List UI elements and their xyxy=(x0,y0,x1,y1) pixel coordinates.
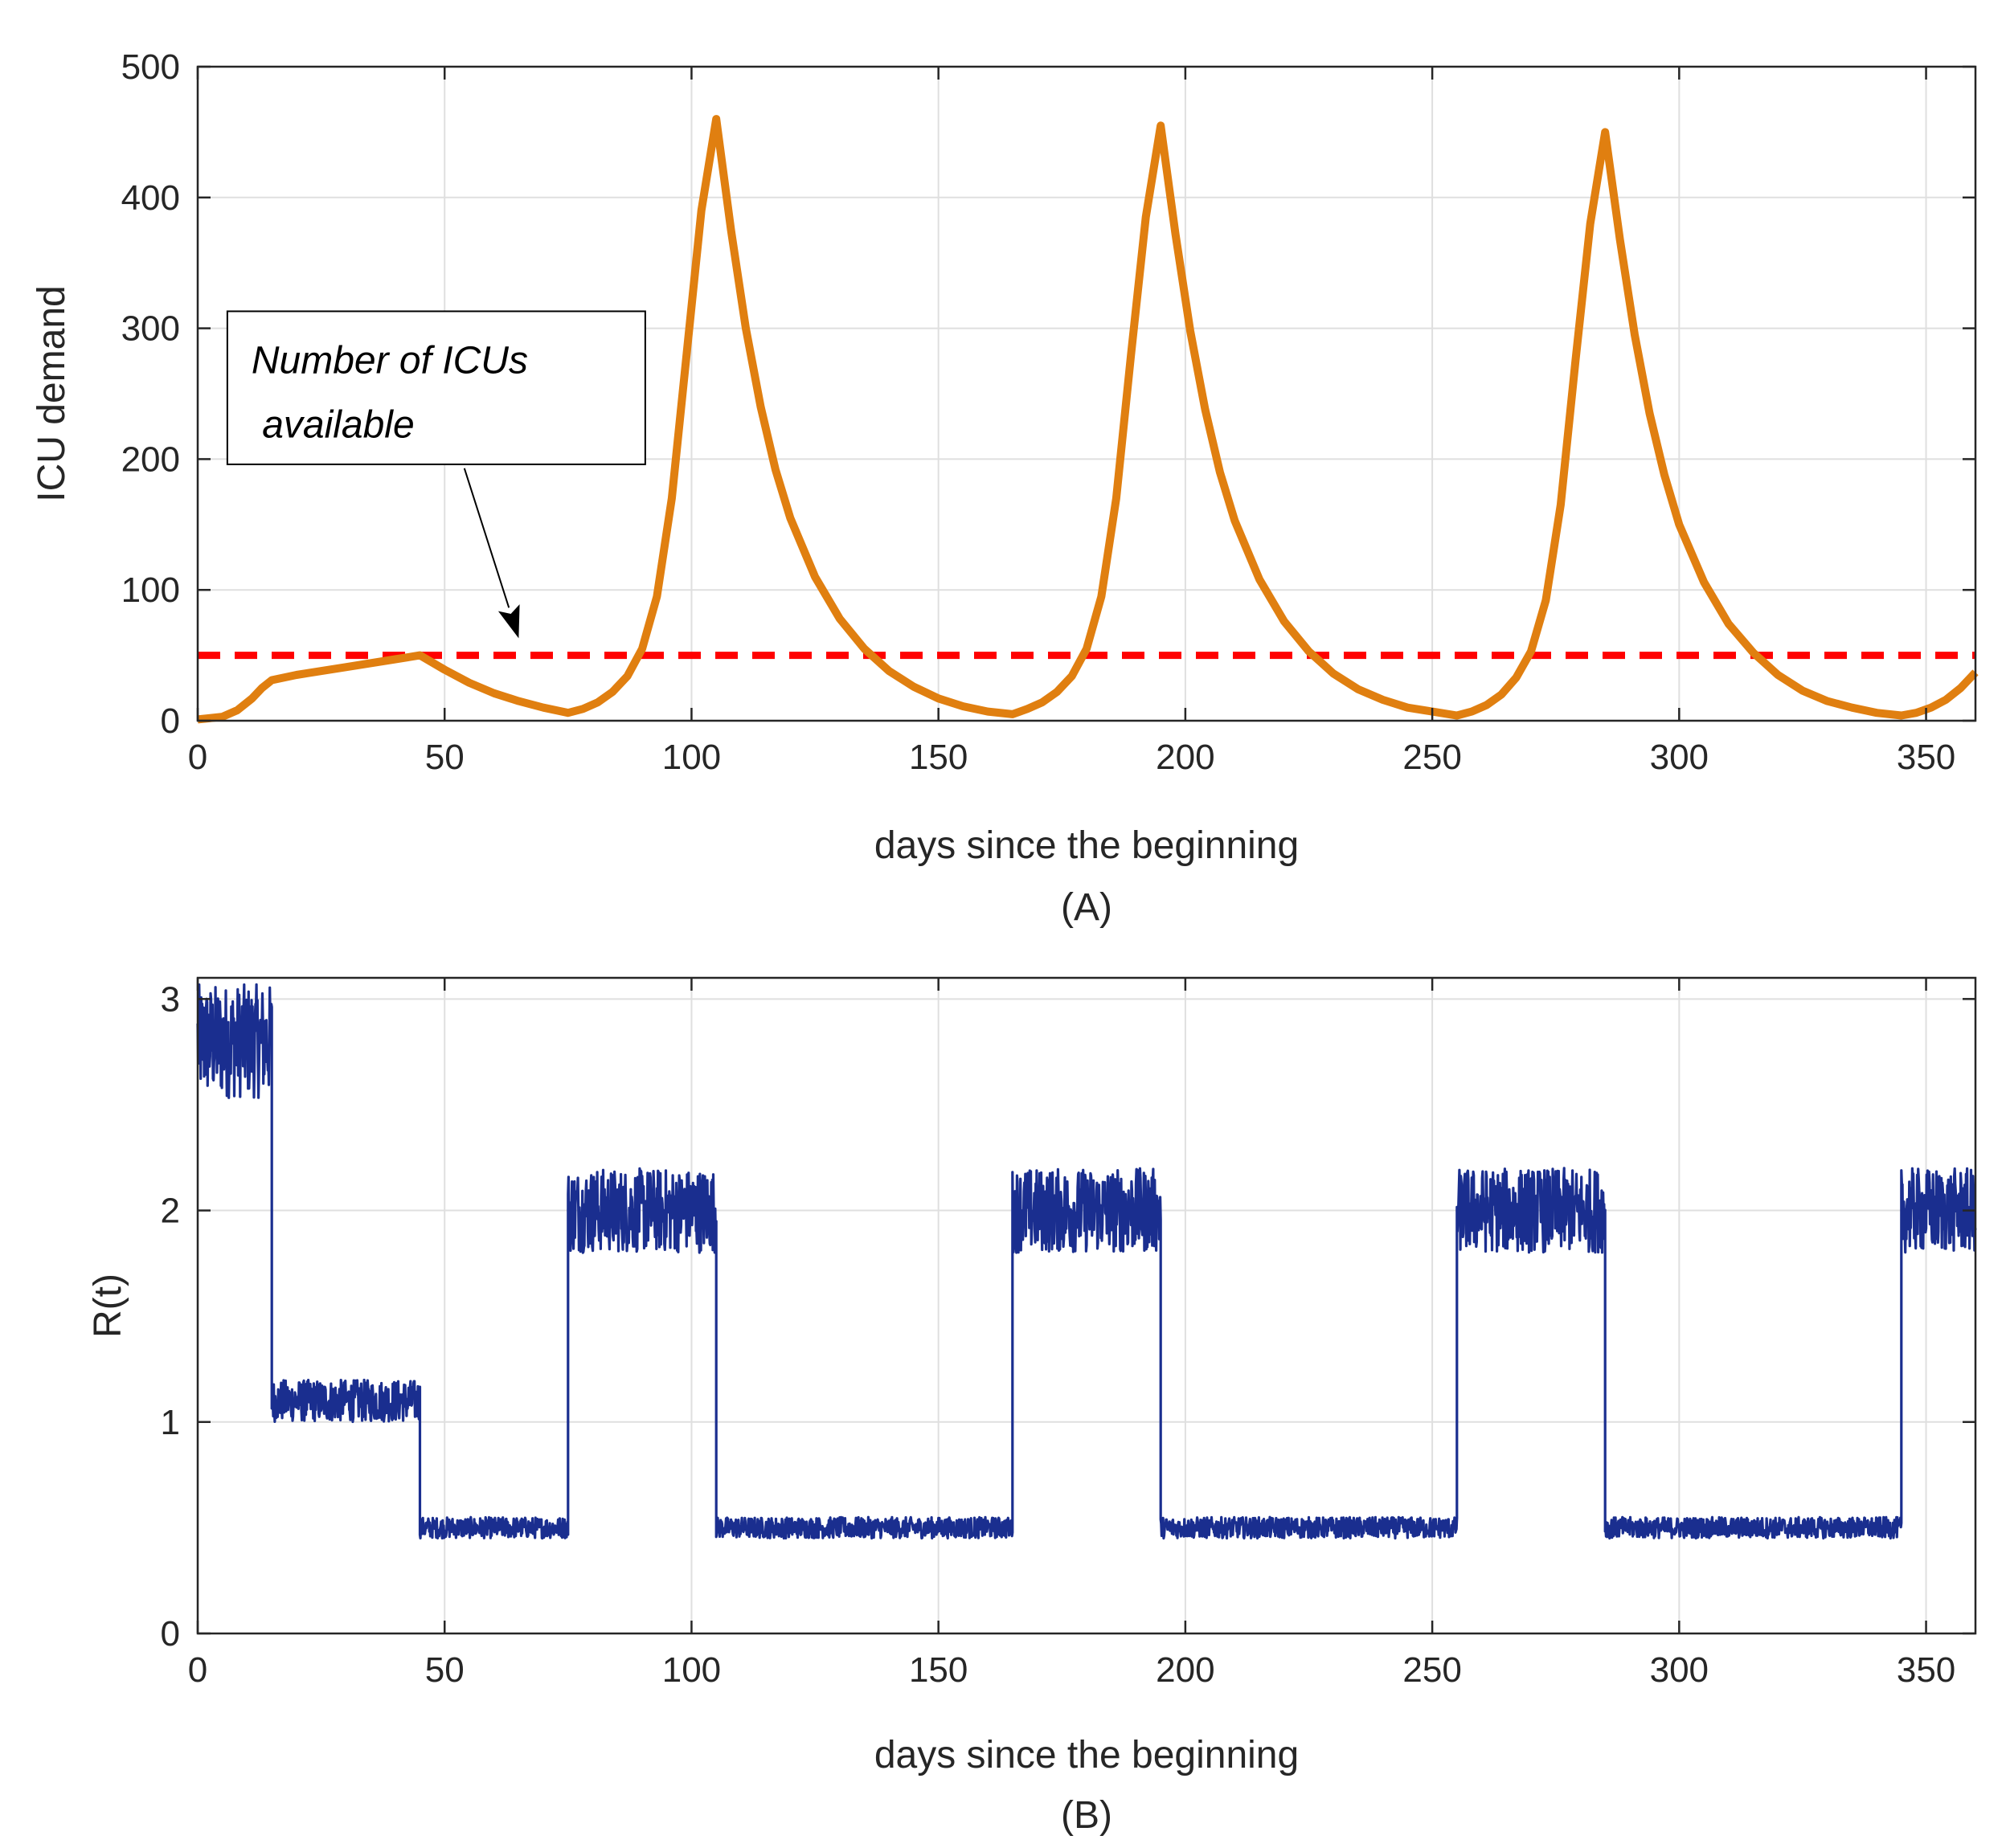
y-tick-label: 0 xyxy=(161,701,180,741)
x-axis-label-a: days since the beginning xyxy=(874,824,1299,867)
y-tick-label: 1 xyxy=(161,1403,180,1442)
y-axis-label-a: ICU demand xyxy=(31,285,73,501)
x-axis-label-b: days since the beginning xyxy=(874,1734,1299,1776)
x-tick-label: 250 xyxy=(1402,738,1461,777)
x-tick-label: 350 xyxy=(1897,738,1955,777)
series-b xyxy=(196,983,1977,1540)
annotation-box xyxy=(226,310,646,465)
annotation-icu-available: Number of ICUs available xyxy=(226,310,646,639)
grid-a xyxy=(198,67,1975,721)
panel-a: 0 50 100 150 200 250 300 350 0 100 200 300 400 500 da… xyxy=(31,47,1979,929)
y-axis-label-b: R(t) xyxy=(87,1274,129,1338)
x-tick-label: 100 xyxy=(662,738,721,777)
x-tick-label: 200 xyxy=(1156,738,1214,777)
annotation-arrow-head xyxy=(497,604,520,639)
x-tick-label: 250 xyxy=(1402,1650,1461,1690)
x-tick-label: 0 xyxy=(188,738,207,777)
x-tick-label: 100 xyxy=(662,1650,721,1690)
x-tick-label: 350 xyxy=(1897,1650,1955,1690)
annotation-arrow-line xyxy=(463,468,510,608)
x-tick-label: 300 xyxy=(1650,1650,1709,1690)
icu-demand-line xyxy=(197,115,1979,724)
axis-box-b xyxy=(196,976,1977,1635)
axis-box-a xyxy=(196,65,1977,722)
y-tick-label: 400 xyxy=(121,178,180,218)
ticks-b: 0 50 100 150 200 250 300 350 0 1 2 3 xyxy=(161,978,1975,1690)
r-t-line xyxy=(196,983,1977,1540)
panel-label-b: (B) xyxy=(1061,1794,1112,1837)
y-tick-label: 100 xyxy=(121,570,180,610)
x-tick-label: 50 xyxy=(425,1650,465,1690)
annotation-text-line-1: Number of ICUs xyxy=(252,339,528,382)
x-tick-label: 50 xyxy=(425,738,465,777)
x-tick-label: 300 xyxy=(1650,738,1709,777)
panel-label-a: (A) xyxy=(1061,886,1112,929)
annotation-text-line-2: available xyxy=(252,403,415,446)
ticks-a: 0 50 100 150 200 250 300 350 0 100 200 300 400 500 xyxy=(121,47,1975,777)
x-tick-label: 0 xyxy=(188,1650,207,1690)
panel-b: 0 50 100 150 200 250 300 350 0 1 2 3 days since the… xyxy=(87,976,1977,1837)
y-tick-label: 0 xyxy=(161,1614,180,1654)
y-tick-label: 2 xyxy=(161,1192,180,1231)
y-tick-label: 200 xyxy=(121,440,180,479)
y-tick-label: 3 xyxy=(161,979,180,1019)
x-tick-label: 200 xyxy=(1156,1650,1214,1690)
y-tick-label: 500 xyxy=(121,47,180,87)
y-tick-label: 300 xyxy=(121,309,180,349)
series-a xyxy=(197,115,1979,724)
x-tick-label: 150 xyxy=(909,1650,968,1690)
x-tick-label: 150 xyxy=(909,738,968,777)
